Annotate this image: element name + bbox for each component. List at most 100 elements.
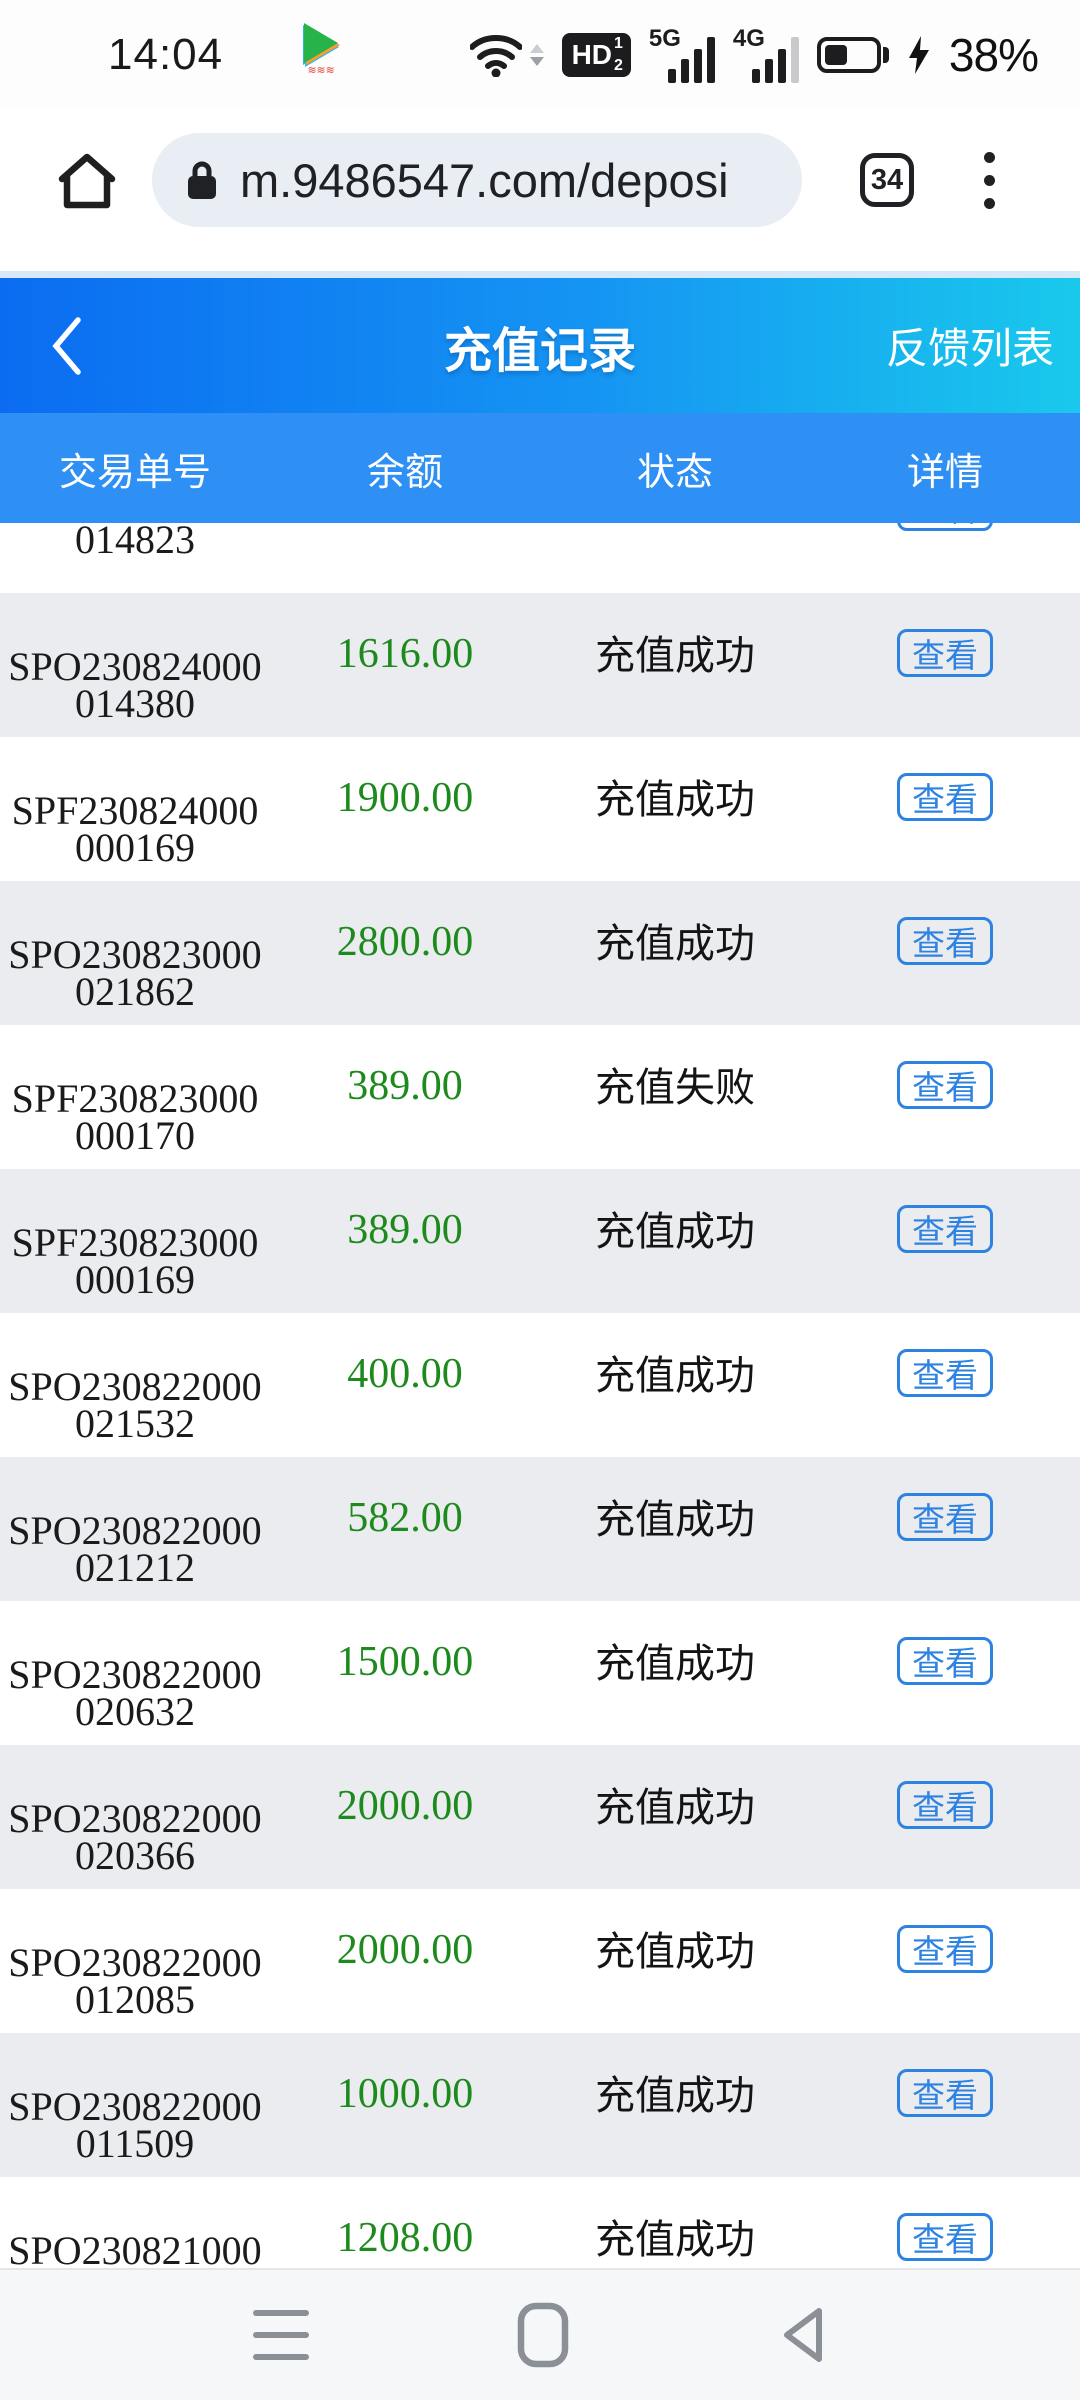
detail-cell: 查看 xyxy=(810,1745,1080,1889)
view-details-button[interactable]: 查看 xyxy=(897,1205,993,1253)
view-details-button[interactable]: 查看 xyxy=(897,1781,993,1829)
table-row: SPF230823000 000170 389.00 充值失败 查看 xyxy=(0,1025,1080,1169)
table-row: SPO230822000 012085 2000.00 充值成功 查看 xyxy=(0,1889,1080,2033)
home-icon[interactable] xyxy=(52,145,122,215)
detail-cell: 查看 xyxy=(810,1457,1080,1601)
detail-cell: 查看 xyxy=(810,2177,1080,2268)
status-text xyxy=(540,523,810,591)
table-row: SPO230821000027833 1208.00 充值成功 查看 xyxy=(0,2177,1080,2268)
view-details-button[interactable]: 查看 xyxy=(897,1493,993,1541)
app-header: 充值记录 反馈列表 xyxy=(0,278,1080,413)
transaction-id: SPO230822000 021532 xyxy=(8,1364,262,1446)
table-row: SPO230822000 020632 1500.00 充值成功 查看 xyxy=(0,1601,1080,1745)
view-details-button[interactable]: 查看 xyxy=(897,2213,993,2261)
detail-cell: 查看 xyxy=(810,1313,1080,1457)
url-text: m.9486547.com/deposi xyxy=(240,153,729,207)
play-triangle-icon xyxy=(304,23,339,63)
column-header-balance: 余额 xyxy=(366,451,443,494)
status-text: 充值成功 xyxy=(595,2074,755,2118)
detail-cell: 查看 xyxy=(810,1601,1080,1745)
status-text: 充值成功 xyxy=(595,1210,755,1254)
status-text: 充值成功 xyxy=(595,1498,755,1542)
lock-icon xyxy=(188,161,216,199)
view-details-button[interactable]: 查看 xyxy=(897,773,993,821)
home-nav-icon[interactable] xyxy=(515,2300,571,2370)
view-details-button[interactable]: 查看 xyxy=(897,1349,993,1397)
view-details-button[interactable]: 查看 xyxy=(897,523,993,531)
balance-amount: 400.00 xyxy=(347,1351,463,1397)
detail-cell: 查看 xyxy=(810,2033,1080,2177)
view-details-button[interactable]: 查看 xyxy=(897,2069,993,2117)
transaction-id: SPO230823000 021862 xyxy=(8,932,262,1014)
status-text: 充值成功 xyxy=(595,778,755,822)
notification-mini-text: ≋≋≋ xyxy=(307,63,335,77)
detail-cell: 查看 xyxy=(810,1169,1080,1313)
browser-toolbar: m.9486547.com/deposi 34 xyxy=(0,110,1080,250)
view-details-button[interactable]: 查看 xyxy=(897,1925,993,1973)
transaction-id: SPO230821000027833 xyxy=(8,2228,262,2269)
tab-counter[interactable]: 34 xyxy=(860,153,914,207)
back-nav-icon[interactable] xyxy=(777,2305,827,2365)
transaction-id: SPO230824000 014380 xyxy=(8,644,262,726)
table-row: SPO230822000 020366 2000.00 充值成功 查看 xyxy=(0,1745,1080,1889)
url-bar[interactable]: m.9486547.com/deposi xyxy=(152,133,802,227)
balance-amount: 389.00 xyxy=(347,1207,463,1253)
column-header-detail: 详情 xyxy=(906,451,983,494)
view-details-button[interactable]: 查看 xyxy=(897,629,993,677)
back-chevron-icon[interactable] xyxy=(48,316,84,376)
android-nav-bar xyxy=(0,2268,1080,2400)
column-header-status: 状态 xyxy=(636,451,713,494)
table-row: SPO230822000 021212 582.00 充值成功 查看 xyxy=(0,1457,1080,1601)
transaction-id: SPO230822000 021212 xyxy=(8,1508,262,1590)
detail-cell: 查看 xyxy=(810,737,1080,881)
transaction-id: SPO230822000 020632 xyxy=(8,1652,262,1734)
table-row: SPF230823000 000169 389.00 充值成功 查看 xyxy=(0,1169,1080,1313)
view-details-button[interactable]: 查看 xyxy=(897,1061,993,1109)
transaction-id: SPF230823000 000169 xyxy=(11,1220,259,1302)
feedback-list-link[interactable]: 反馈列表 xyxy=(885,325,1054,372)
table-header: 交易单号 余额 状态 详情 xyxy=(0,413,1080,523)
table-row: 014823 查看 xyxy=(0,523,1080,593)
kebab-menu-icon[interactable] xyxy=(984,151,995,209)
column-header-transaction-id: 交易单号 xyxy=(58,451,211,494)
5g-signal-icon: 5G xyxy=(649,25,715,83)
wifi-icon xyxy=(469,35,522,77)
status-text: 充值成功 xyxy=(595,1354,755,1398)
wifi-traffic-arrows-icon xyxy=(529,44,544,66)
detail-cell: 查看 xyxy=(810,1889,1080,2033)
transaction-id: 014823 xyxy=(75,523,195,562)
4g-signal-icon: 4G xyxy=(733,25,799,83)
transaction-id: SPO230822000 020366 xyxy=(8,1796,262,1878)
table-row: SPF230824000 000169 1900.00 充值成功 查看 xyxy=(0,737,1080,881)
balance-amount: 2000.00 xyxy=(336,1783,474,1829)
balance-amount: 582.00 xyxy=(347,1495,463,1541)
status-text: 充值成功 xyxy=(595,922,755,966)
view-details-button[interactable]: 查看 xyxy=(897,1637,993,1685)
balance-amount: 1900.00 xyxy=(336,775,474,821)
balance-amount: 2800.00 xyxy=(336,919,474,965)
page-title: 充值记录 xyxy=(443,324,637,378)
balance-amount: 1500.00 xyxy=(336,1639,474,1685)
charging-bolt-icon xyxy=(908,36,929,74)
detail-cell: 查看 xyxy=(810,1025,1080,1169)
clock: 14:04 xyxy=(108,30,224,79)
status-text: 充值成功 xyxy=(595,1930,755,1974)
table-row: SPO230822000 021532 400.00 充值成功 查看 xyxy=(0,1313,1080,1457)
balance-amount xyxy=(270,523,540,591)
app-notification-icon: ≋≋≋ xyxy=(295,23,347,87)
detail-cell: 查看 xyxy=(810,523,1080,591)
view-details-button[interactable]: 查看 xyxy=(897,917,993,965)
status-text: 充值成功 xyxy=(595,1786,755,1830)
balance-amount: 2000.00 xyxy=(336,1927,474,1973)
table-row: SPO230823000 021862 2800.00 充值成功 查看 xyxy=(0,881,1080,1025)
transaction-id: SPF230824000 000169 xyxy=(11,788,259,870)
status-text: 充值失败 xyxy=(595,1066,755,1110)
recents-menu-icon[interactable] xyxy=(253,2310,309,2360)
table-row: SPO230824000 014380 1616.00 充值成功 查看 xyxy=(0,593,1080,737)
status-text: 充值成功 xyxy=(595,634,755,678)
balance-amount: 1208.00 xyxy=(336,2215,474,2261)
status-text: 充值成功 xyxy=(595,2218,755,2262)
